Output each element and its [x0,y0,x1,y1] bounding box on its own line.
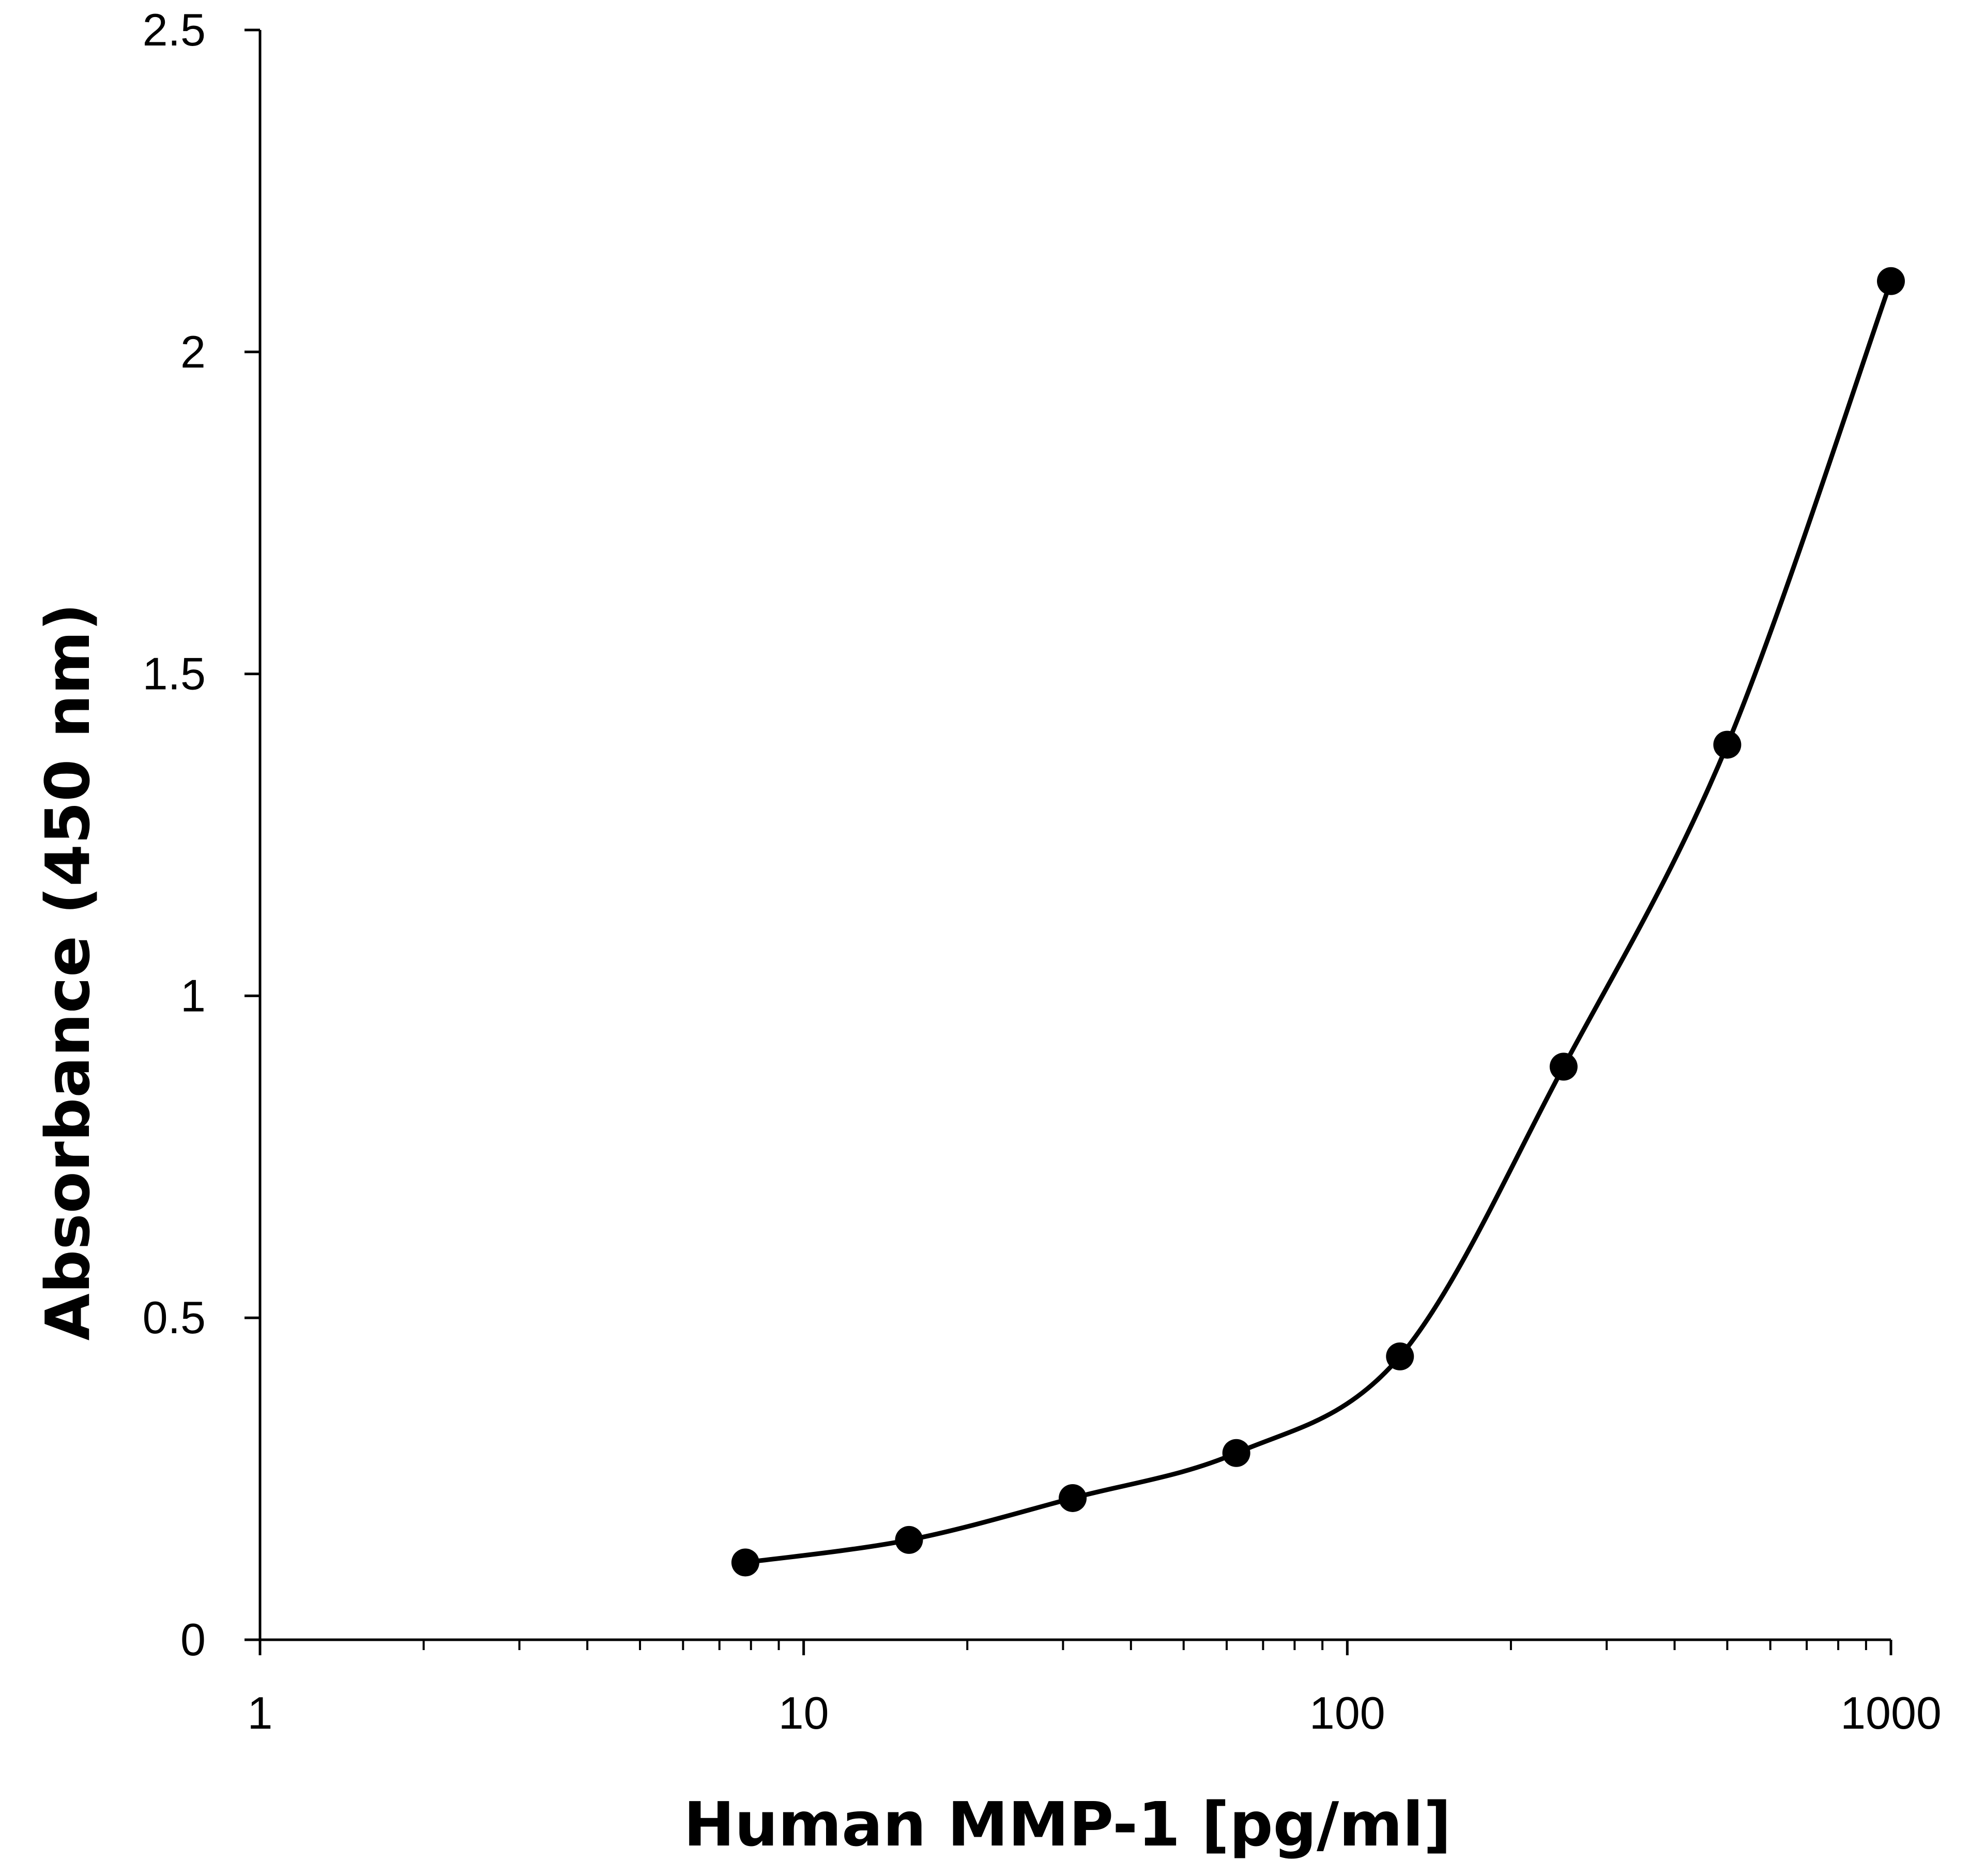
x-axis-title: Human MMP-1 [pg/ml] [683,1789,1451,1860]
data-point [1877,267,1905,295]
series-curve-group [743,279,1894,1565]
y-tick-label: 2 [180,326,206,377]
data-point [1222,1439,1250,1467]
x-tick-label: 1 [248,1687,273,1738]
data-point [895,1526,923,1554]
data-point [1549,1053,1578,1081]
x-tick-label: 1000 [1840,1687,1942,1738]
y-axis-title: Absorbance (450 nm) [32,603,103,1341]
data-point [1059,1484,1087,1512]
y-tick-label: 1 [180,970,206,1021]
y-tick-label: 0.5 [143,1292,206,1343]
data-point [731,1548,759,1577]
x-tick-label: 100 [1309,1687,1385,1738]
y-tick-label: 0 [180,1614,206,1665]
ticks: 0 0.5 1 1.5 2 2.5 1 10 100 1000 [143,4,1942,1738]
x-tick-label: 10 [778,1687,829,1738]
y-tick-label: 1.5 [143,648,206,699]
axes [258,30,1891,1641]
series-line [743,279,1894,1565]
y-tick-label: 2.5 [143,4,206,55]
data-point [1713,730,1742,759]
data-point [1386,1342,1414,1370]
data-points [731,267,1905,1577]
